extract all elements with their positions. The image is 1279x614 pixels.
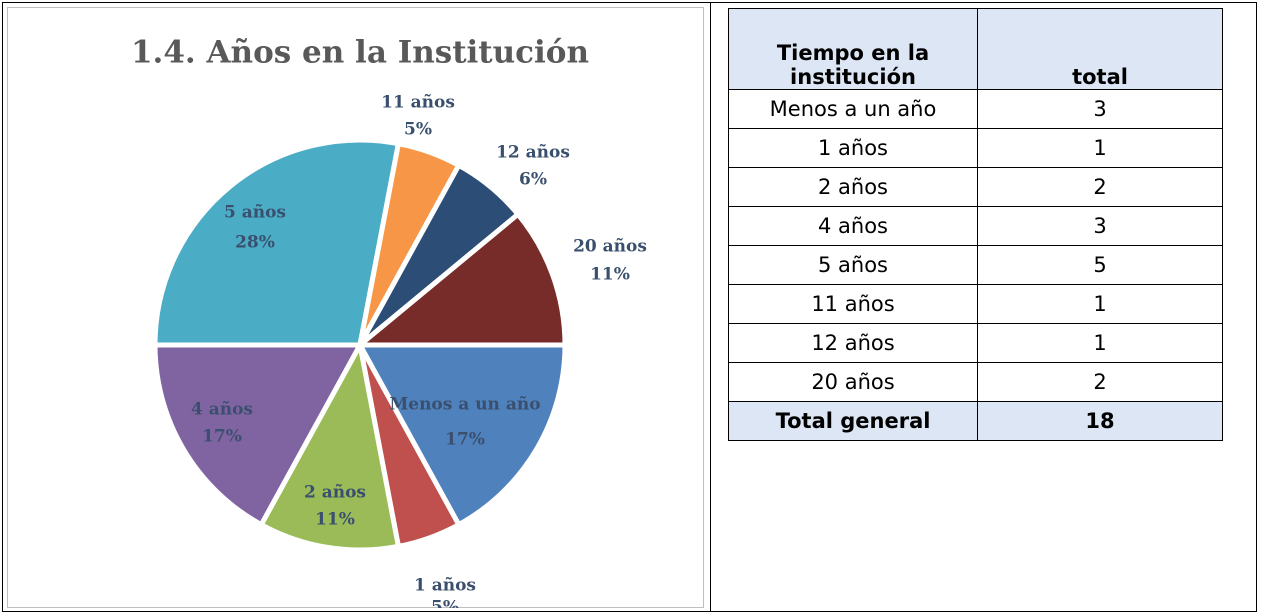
table-cell: 5 años	[728, 245, 978, 285]
slice-label: Menos a un año	[389, 395, 540, 415]
slice-value: 17%	[202, 427, 242, 447]
table-cell: 2 años	[728, 167, 978, 207]
table-row: 12 años 1	[728, 323, 1223, 363]
pie-slice	[355, 342, 568, 529]
slice-value: 11%	[315, 510, 355, 530]
table-row: 20 años 2	[728, 362, 1223, 402]
table-cell: Menos a un año	[728, 89, 978, 129]
table-cell: 3	[977, 206, 1223, 246]
slice-value: 17%	[445, 430, 485, 450]
slice-label: 11 años	[381, 93, 455, 113]
data-table: Tiempo en la institución total Menos a un …	[728, 8, 1223, 441]
table-cell: 1 años	[728, 128, 978, 168]
slice-value: 11%	[590, 265, 630, 285]
chart-title: 1.4. Años en la Institución	[131, 35, 589, 71]
table-cell: 12 años	[728, 323, 978, 363]
slice-value: 28%	[235, 233, 275, 253]
table-row: 11 años 1	[728, 284, 1223, 324]
table-cell: 1	[977, 128, 1223, 168]
table-cell: 1	[977, 284, 1223, 324]
slice-label: 4 años	[191, 400, 253, 420]
slice-label: 20 años	[573, 237, 647, 257]
chart-border	[7, 7, 704, 608]
table-row: 4 años 3	[728, 206, 1223, 246]
divider	[710, 2, 711, 612]
frame	[2, 2, 1257, 612]
table-row: 2 años 2	[728, 167, 1223, 207]
table-cell: 11 años	[728, 284, 978, 324]
table-row: Total general 18	[728, 401, 1223, 441]
chart: 1.4. Años en la Institución Menos a un a…	[7, 7, 704, 608]
pie-slice	[152, 137, 402, 348]
pie-slice	[353, 210, 568, 348]
table-row: Menos a un año 3	[728, 89, 1223, 129]
table-row: Tiempo en la institución total	[728, 8, 1223, 90]
table-cell: Tiempo en la institución	[728, 8, 978, 90]
slice-value: 5%	[431, 598, 459, 609]
table-body: Tiempo en la institución total Menos a un …	[728, 8, 1223, 441]
table-row: 1 años 1	[728, 128, 1223, 168]
table-cell: 4 años	[728, 206, 978, 246]
pie-slice	[257, 337, 402, 553]
table-cell: 1	[977, 323, 1223, 363]
table-row: 5 años 5	[728, 245, 1223, 285]
slice-label: 2 años	[304, 483, 366, 503]
table-cell: Total general	[728, 401, 978, 441]
slice-value: 6%	[519, 170, 547, 190]
table-cell: 2	[977, 167, 1223, 207]
table-cell: total	[977, 8, 1223, 90]
slice-label: 5 años	[224, 203, 286, 223]
table-cell: 2	[977, 362, 1223, 402]
table-cell: 5	[977, 245, 1223, 285]
table-cell: 18	[977, 401, 1223, 441]
slice-label: 12 años	[496, 143, 570, 163]
table-cell: 3	[977, 89, 1223, 129]
slice-label: 1 años	[414, 576, 476, 596]
table-cell: 20 años	[728, 362, 978, 402]
pie-slice	[152, 342, 365, 529]
slice-value: 5%	[404, 120, 432, 140]
